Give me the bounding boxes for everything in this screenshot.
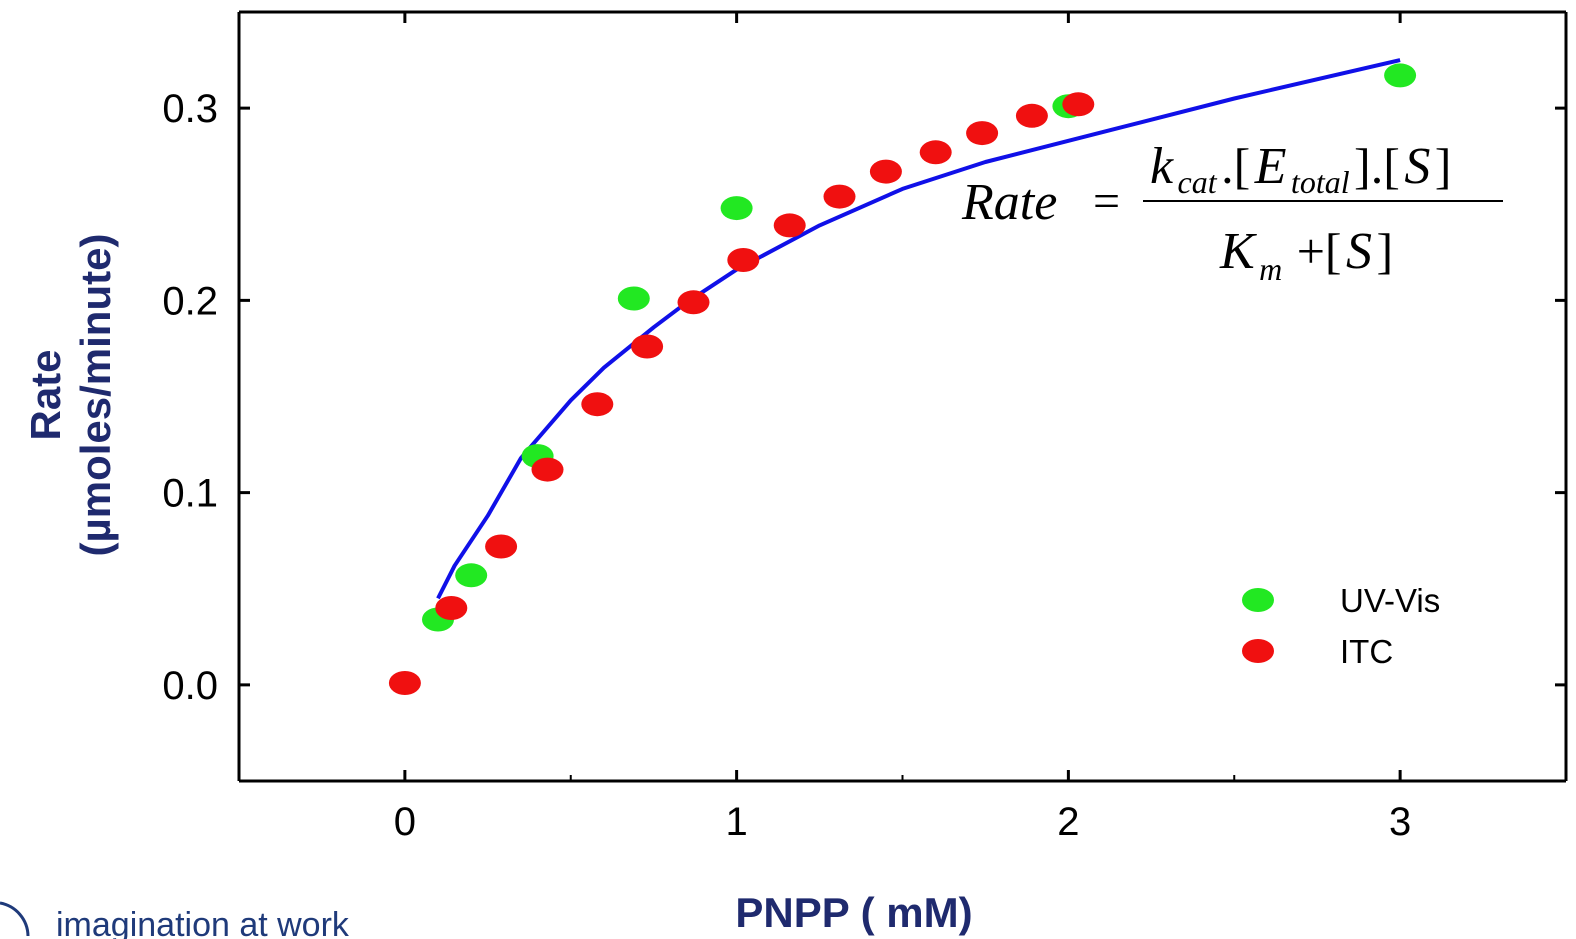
y-tick-labels: 0.0 0.1 0.2 0.3 [162,87,218,708]
y-axis-title-line1: Rate [22,349,69,440]
x-tick-label: 3 [1389,800,1411,844]
data-point-itc [631,334,664,359]
data-point-uv-vis [455,563,488,588]
axis-ticks [238,12,1567,781]
x-axis-title: PNPP ( mM) [735,889,972,936]
logo-text: imagination at work [56,906,350,939]
x-tick-label: 1 [726,800,748,844]
equation-numerator: k cat .[ E total ].[ S ] [1150,138,1451,200]
legend: UV-Vis ITC [1242,582,1440,670]
x-tick-label: 2 [1057,800,1079,844]
data-point-itc [869,159,902,184]
x-tick-label: 0 [394,800,416,844]
data-point-itc [485,534,518,559]
y-tick-label: 0.1 [162,472,218,516]
logo-mark-icon [0,901,30,937]
y-tick-label: 0.2 [162,279,218,323]
data-point-itc [388,671,421,695]
equation-denominator: K m +[ S ] [1219,223,1393,287]
data-point-uv-vis [617,286,650,311]
y-tick-label: 0.0 [162,664,218,708]
brand-logo: imagination at work [0,901,350,939]
legend-marker-uvvis [1242,588,1274,612]
data-point-itc [1062,92,1095,117]
legend-marker-itc [1242,639,1274,663]
equation-equals: = [1093,175,1120,228]
data-point-itc [435,596,468,620]
legend-label-uvvis: UV-Vis [1340,582,1440,619]
data-point-itc [581,392,614,417]
y-axis-title: Rate (µmoles/minute) [22,234,119,557]
data-point-itc [531,457,564,482]
y-tick-label: 0.3 [162,87,218,131]
data-point-itc [966,121,999,146]
equation-lhs: Rate [961,174,1057,231]
data-point-itc [919,140,952,165]
data-point-uv-vis [1384,63,1417,88]
plot-frame [237,10,1568,783]
data-point-itc [1015,103,1048,128]
y-axis-title-line2: (µmoles/minute) [72,234,119,557]
data-point-itc [823,184,856,209]
data-point-uv-vis [720,196,753,221]
data-point-itc [677,290,710,315]
x-tick-labels: 0 1 2 3 [394,800,1412,844]
rate-equation: Rate = k cat .[ E total ].[ S ] K m +[ S… [961,138,1503,287]
points-layer [388,63,1417,695]
legend-label-itc: ITC [1340,633,1393,670]
data-point-itc [773,213,806,238]
data-point-itc [727,248,760,272]
